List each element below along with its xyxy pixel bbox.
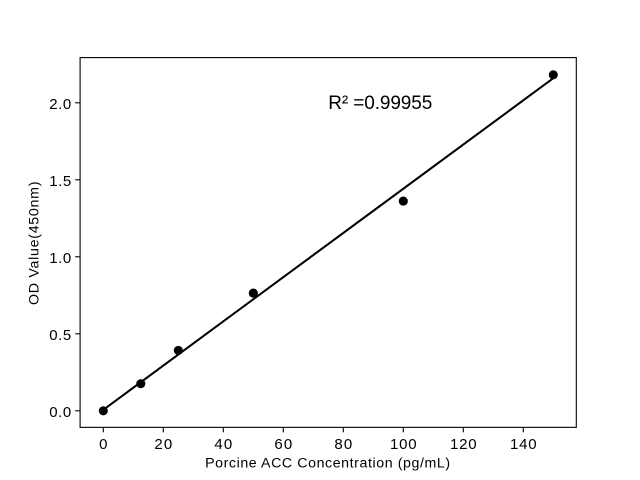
svg-text:100: 100	[390, 436, 417, 453]
svg-text:80: 80	[334, 436, 352, 453]
svg-text:120: 120	[450, 436, 477, 453]
svg-text:40: 40	[214, 436, 232, 453]
svg-text:20: 20	[154, 436, 172, 453]
svg-text:0: 0	[99, 436, 107, 453]
svg-text:0.5: 0.5	[49, 327, 71, 344]
svg-text:1.0: 1.0	[49, 250, 71, 267]
svg-text:60: 60	[274, 436, 292, 453]
svg-text:OD Value(450nm): OD Value(450nm)	[26, 182, 42, 305]
svg-text:2.0: 2.0	[49, 96, 71, 113]
svg-text:1.5: 1.5	[49, 173, 71, 190]
svg-text:R² =0.99955: R² =0.99955	[328, 93, 432, 114]
svg-text:140: 140	[510, 436, 537, 453]
svg-text:0.0: 0.0	[49, 404, 71, 421]
svg-text:Porcine ACC Concentration (pg/: Porcine ACC Concentration (pg/mL)	[205, 455, 450, 471]
